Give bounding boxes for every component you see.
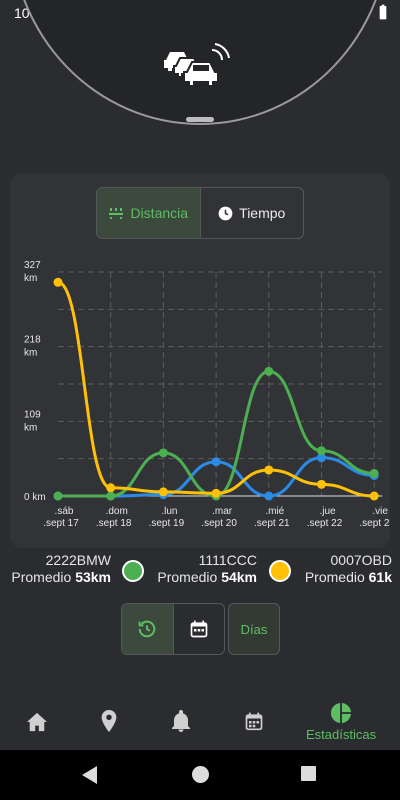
y-tick-label: 109 km xyxy=(24,409,41,433)
chart-card: Distancia Tiempo 327 km 218 km 109 km 0 km .sáb… xyxy=(10,173,390,548)
data-point xyxy=(106,483,116,493)
y-tick-label: 218 km xyxy=(24,335,41,359)
legend-average-label: Promedio xyxy=(304,569,365,585)
data-point xyxy=(211,457,221,467)
y-tick-label: 327 km xyxy=(24,260,41,284)
legend-average-value: 53km xyxy=(75,569,111,585)
legend-plate: 1111CCC xyxy=(198,552,257,568)
data-point xyxy=(158,487,168,497)
pie-chart-icon xyxy=(331,702,352,724)
history-button[interactable] xyxy=(122,604,174,654)
bottom-navigation: Estadísticas xyxy=(0,700,400,750)
legend-color-dot xyxy=(269,560,291,582)
period-mode-toggle xyxy=(121,603,225,655)
distance-label: Distancia xyxy=(130,205,189,221)
days-button[interactable]: Días xyxy=(228,603,280,655)
recents-icon[interactable] xyxy=(301,766,316,781)
data-point xyxy=(211,488,221,498)
data-point xyxy=(317,446,326,456)
distance-icon xyxy=(109,208,124,219)
system-navigation-bar xyxy=(0,750,400,800)
nav-location[interactable] xyxy=(100,710,118,732)
clock-icon xyxy=(218,206,233,220)
legend-item-2[interactable]: 0007OBD Promedio 61k xyxy=(292,552,392,586)
legend-average-value: 61k xyxy=(368,569,392,585)
metric-toggle: Distancia Tiempo xyxy=(96,187,304,239)
legend-item-0[interactable]: 2222BMW Promedio 53km xyxy=(11,552,111,586)
legend-average-label: Promedio xyxy=(157,569,218,585)
time-label: Tiempo xyxy=(239,205,286,221)
distance-tab[interactable]: Distancia xyxy=(97,188,201,238)
distance-line-chart: 327 km 218 km 109 km 0 km .sáb .sept 17 .dom .sept… xyxy=(24,260,390,529)
home-icon xyxy=(27,712,47,732)
nav-home[interactable] xyxy=(26,712,48,732)
calendar-icon xyxy=(190,620,208,638)
back-icon[interactable] xyxy=(82,766,98,784)
y-tick-label: 0 km xyxy=(24,492,46,503)
data-point xyxy=(264,465,274,475)
x-tick-label: .vie.sept 23 xyxy=(359,506,390,529)
data-point xyxy=(264,366,274,376)
legend-color-dot xyxy=(122,560,144,582)
data-point xyxy=(158,448,168,458)
calendar-icon xyxy=(245,712,263,731)
nav-notifications[interactable] xyxy=(172,710,190,732)
history-icon xyxy=(138,620,156,638)
data-point xyxy=(264,491,274,501)
x-tick-label: .jue .sept 22 xyxy=(307,506,343,529)
data-point xyxy=(317,479,326,489)
period-controls: Días xyxy=(0,603,400,655)
data-point xyxy=(317,453,326,463)
calendar-button[interactable] xyxy=(174,604,225,654)
battery-icon xyxy=(379,4,387,20)
legend-average-label: Promedio xyxy=(11,569,72,585)
legend-average-value: 54km xyxy=(221,569,257,585)
fleet-cars-icon xyxy=(164,43,230,87)
x-tick-label: .sáb .sept 17 xyxy=(43,506,79,529)
x-tick-label: .dom .sept 18 xyxy=(96,506,132,529)
legend-item-1[interactable]: 1111CCC Promedio 54km xyxy=(157,552,257,586)
nav-statistics-label: Estadísticas xyxy=(306,727,377,742)
home-circle-icon[interactable] xyxy=(192,766,209,783)
vehicle-legend: 2222BMW Promedio 53km 1111CCC Promedio 5… xyxy=(0,552,400,592)
legend-plate: 0007OBD xyxy=(330,552,392,568)
nav-statistics[interactable]: Estadísticas xyxy=(306,702,376,742)
location-pin-icon xyxy=(101,710,117,732)
data-point xyxy=(369,491,379,501)
data-point xyxy=(369,468,379,478)
data-point xyxy=(106,491,116,501)
data-point xyxy=(53,491,63,501)
legend-plate: 2222BMW xyxy=(45,552,111,568)
x-tick-label: .lun .sept 19 xyxy=(149,506,185,529)
time-tab[interactable]: Tiempo xyxy=(201,188,304,238)
bell-icon xyxy=(172,710,190,732)
x-tick-label: .mar .sept 20 xyxy=(201,506,237,529)
x-tick-label: .mié .sept 21 xyxy=(254,506,290,529)
nav-calendar[interactable] xyxy=(244,710,264,732)
data-point xyxy=(53,277,63,287)
drag-handle[interactable] xyxy=(186,117,214,122)
